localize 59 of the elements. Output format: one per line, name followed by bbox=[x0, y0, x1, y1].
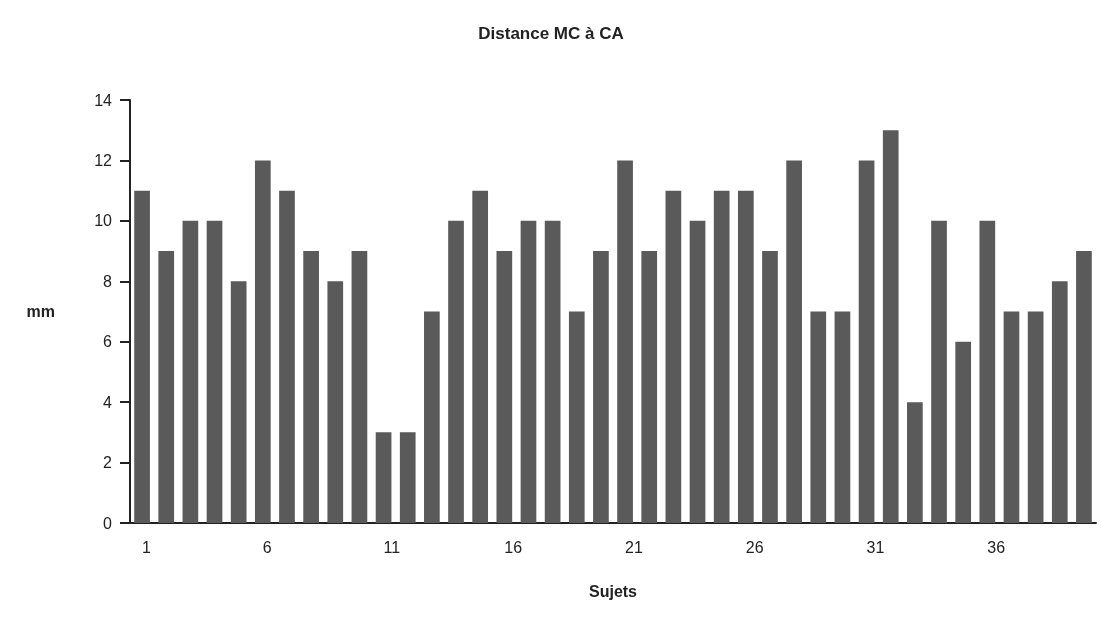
bar bbox=[134, 190, 150, 523]
x-tick-label: 26 bbox=[745, 538, 764, 556]
x-tick-label: 1 bbox=[142, 538, 152, 556]
chart-title: Distance MC à CA bbox=[478, 24, 624, 43]
x-tick-label: 16 bbox=[504, 538, 523, 556]
bar bbox=[641, 251, 658, 523]
bar bbox=[1076, 251, 1092, 523]
bar bbox=[520, 220, 537, 523]
bar bbox=[375, 432, 392, 523]
y-tick-label: 10 bbox=[94, 212, 113, 230]
bar bbox=[351, 251, 368, 523]
bar bbox=[882, 130, 899, 523]
bar bbox=[230, 281, 247, 523]
x-tick-label: 11 bbox=[383, 538, 401, 556]
bar bbox=[568, 311, 585, 523]
y-tick-label: 0 bbox=[103, 514, 113, 532]
y-tick-label: 14 bbox=[94, 91, 113, 109]
y-tick-label: 2 bbox=[103, 454, 113, 472]
bar bbox=[858, 160, 875, 523]
bar bbox=[182, 220, 199, 523]
bar bbox=[665, 190, 682, 523]
bar bbox=[279, 190, 295, 523]
y-axis-title: mm bbox=[26, 303, 55, 320]
bar bbox=[737, 190, 754, 523]
bar bbox=[158, 251, 175, 523]
bar bbox=[834, 311, 851, 523]
bar bbox=[496, 251, 513, 523]
bar bbox=[617, 160, 633, 523]
bar bbox=[1051, 281, 1068, 523]
bar bbox=[979, 220, 996, 523]
bar bbox=[1003, 311, 1020, 523]
y-tick-label: 6 bbox=[103, 333, 113, 351]
x-tick-label: 36 bbox=[987, 538, 1006, 556]
bar bbox=[544, 220, 561, 523]
x-tick-label: 31 bbox=[866, 538, 885, 556]
bar bbox=[254, 160, 271, 523]
y-tick-label: 4 bbox=[103, 393, 113, 411]
x-axis-title: Sujets bbox=[588, 582, 638, 600]
bar bbox=[786, 160, 802, 523]
bar bbox=[593, 251, 609, 523]
bar bbox=[907, 402, 923, 523]
bar bbox=[472, 190, 489, 523]
bar bbox=[327, 281, 344, 523]
bar bbox=[448, 220, 464, 523]
bar bbox=[931, 220, 947, 523]
bar bbox=[762, 251, 778, 523]
x-tick-label: 21 bbox=[625, 538, 643, 556]
bar bbox=[399, 432, 416, 523]
bar bbox=[810, 311, 827, 523]
bar bbox=[689, 220, 706, 523]
bar bbox=[424, 311, 440, 523]
y-tick-label: 8 bbox=[103, 272, 113, 290]
bar bbox=[955, 341, 972, 523]
bar bbox=[206, 220, 223, 523]
bar bbox=[303, 251, 319, 523]
bar bbox=[1027, 311, 1044, 523]
bar bbox=[713, 190, 730, 523]
y-tick-label: 12 bbox=[94, 151, 113, 169]
x-tick-label: 6 bbox=[262, 538, 272, 556]
